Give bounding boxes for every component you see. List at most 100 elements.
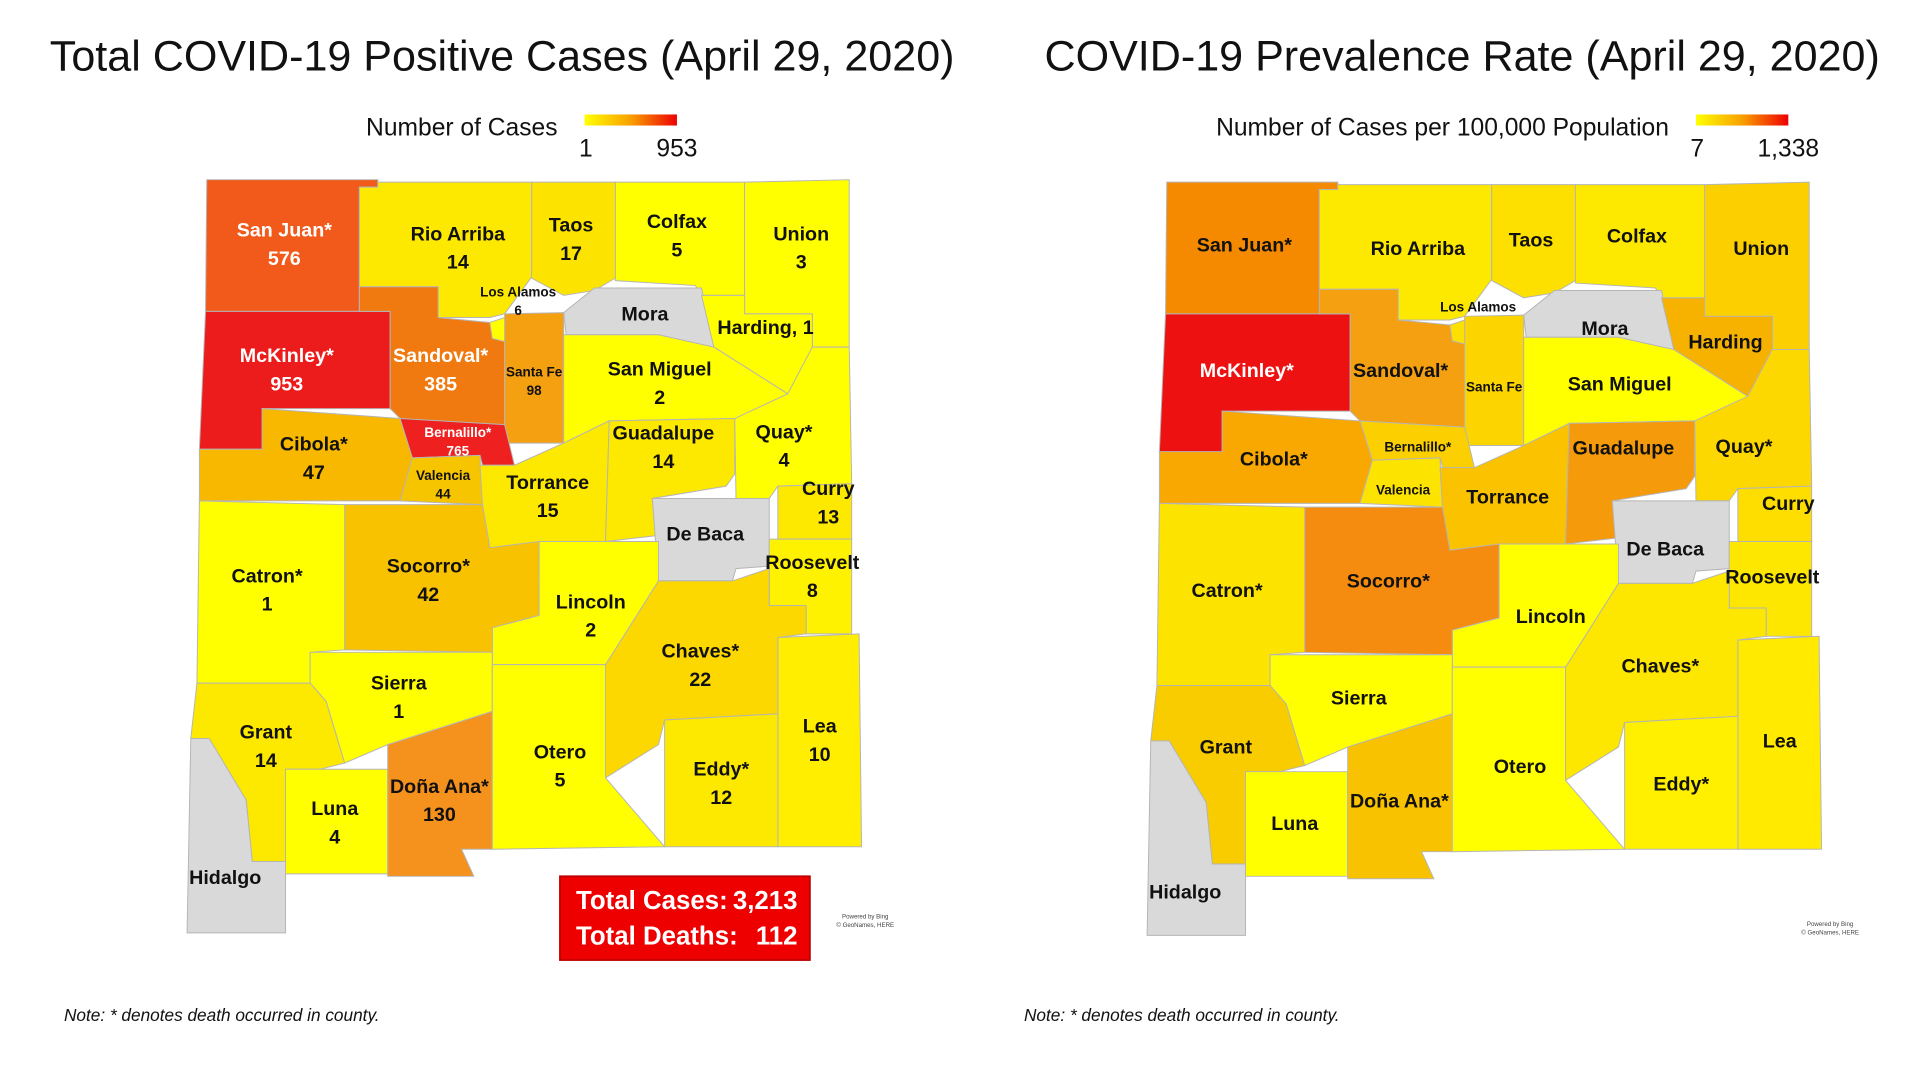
county-name: Mora [1581,318,1629,340]
county-name: McKinley* [240,345,334,367]
legend-title: Number of Cases per 100,000 Population [1216,115,1669,142]
map-credit: Powered by Bing [842,914,889,921]
county-name: Chaves* [661,641,739,663]
county-value: 3 [796,252,807,274]
county-name: Bernalillo* [424,425,492,440]
legend-max: 953 [656,136,697,163]
county-name: Catron* [1192,580,1263,602]
county-name: Roosevelt [1725,567,1820,589]
county-name: Rio Arriba [1371,238,1466,260]
legend-bar [1696,114,1789,126]
legend-title: Number of Cases [366,115,557,142]
county-name: Guadalupe [613,423,715,445]
county-value: 5 [671,239,682,261]
county-name: Eddy* [693,759,749,781]
county [491,664,666,850]
county-name: Curry [1762,493,1815,515]
county-name: Taos [1509,229,1554,251]
county-name: Cibola* [1240,449,1308,471]
county-name: Harding [1688,332,1762,354]
county-name: San Juan* [237,220,333,242]
county-name: De Baca [1626,538,1705,560]
county-name: Los Alamos [1440,299,1516,314]
legend-bar [584,114,677,126]
county-value: 385 [424,373,457,395]
county-name: Lincoln [1516,606,1586,628]
county-value: 14 [447,252,469,274]
county-value: 98 [527,383,543,398]
map-credit: © GeoNames, HERE [1801,930,1859,937]
county-value: 4 [329,826,340,848]
county-name: Colfax [647,211,707,233]
county-name: Socorro* [387,556,470,578]
county-name: Torrance [506,472,589,494]
county-value: 130 [423,804,456,826]
total-value: 112 [756,923,798,951]
county [664,713,779,848]
county-name: Sandoval* [393,345,489,367]
map-credit: Powered by Bing [1807,921,1854,928]
county-name: Roosevelt [765,552,860,574]
county-name: Colfax [1607,226,1667,248]
county-name: Rio Arriba [411,223,506,245]
county-name: Lincoln [556,591,626,613]
legend-min: 1 [579,136,593,163]
county-name: Hidalgo [1149,882,1221,904]
county-name: Grant [240,722,293,744]
county-name: Chaves* [1621,655,1699,677]
county-value: 953 [270,373,303,395]
map-title: COVID-19 Prevalence Rate (April 29, 2020… [1044,32,1879,80]
county [198,408,413,502]
county-name: Doña Ana* [390,776,489,798]
county-value: 12 [710,787,732,809]
county-value: 576 [268,248,301,270]
total-value: 3,213 [733,887,798,915]
county-name: Sierra [371,673,428,695]
county-name: Cibola* [280,434,348,456]
county [1624,715,1739,850]
county-name: Taos [549,215,594,237]
legend-max: 1,338 [1758,136,1820,163]
county-name: Bernalillo* [1384,440,1452,455]
county-name: Union [1733,238,1789,260]
county-value: 1 [262,594,273,616]
map-credit: © GeoNames, HERE [836,922,894,929]
county-name: Sierra [1331,687,1388,709]
county-value: 14 [652,451,674,473]
county-value: 5 [555,770,566,792]
county [205,179,379,312]
county-value: 2 [654,387,665,409]
county-name: Torrance [1466,487,1549,509]
county [1304,506,1500,656]
county-name: San Miguel [1568,373,1672,395]
county-value: 14 [255,750,277,772]
county-name: Lea [803,716,838,738]
county-name: Union [773,223,829,245]
county-value: 1 [393,701,404,723]
county [1158,410,1373,504]
county-value: 17 [560,243,582,265]
county-name: San Miguel [608,359,712,381]
county-name: Grant [1200,737,1253,759]
county [1451,666,1626,853]
county-name: Socorro* [1347,570,1430,592]
county-value: 47 [303,462,325,484]
county-name: Santa Fe [1466,379,1523,394]
county-name: Catron* [232,565,303,587]
county-name: Valencia [416,468,471,483]
note: Note: * denotes death occurred in county… [64,1005,380,1025]
county-name: Guadalupe [1573,437,1675,459]
county-name: Valencia [1376,483,1431,498]
note: Note: * denotes death occurred in county… [1024,1005,1340,1025]
county-name: McKinley* [1200,360,1294,382]
county-name: Otero [1494,756,1547,778]
county-value: 6 [514,303,522,318]
county-name: Harding, 1 [717,317,813,339]
county-name: Quay* [756,421,813,443]
county-value: 2 [585,620,596,642]
map-title: Total COVID-19 Positive Cases (April 29,… [50,32,955,80]
county [285,768,389,875]
county-value: 13 [817,506,839,528]
legend-min: 7 [1690,136,1704,163]
